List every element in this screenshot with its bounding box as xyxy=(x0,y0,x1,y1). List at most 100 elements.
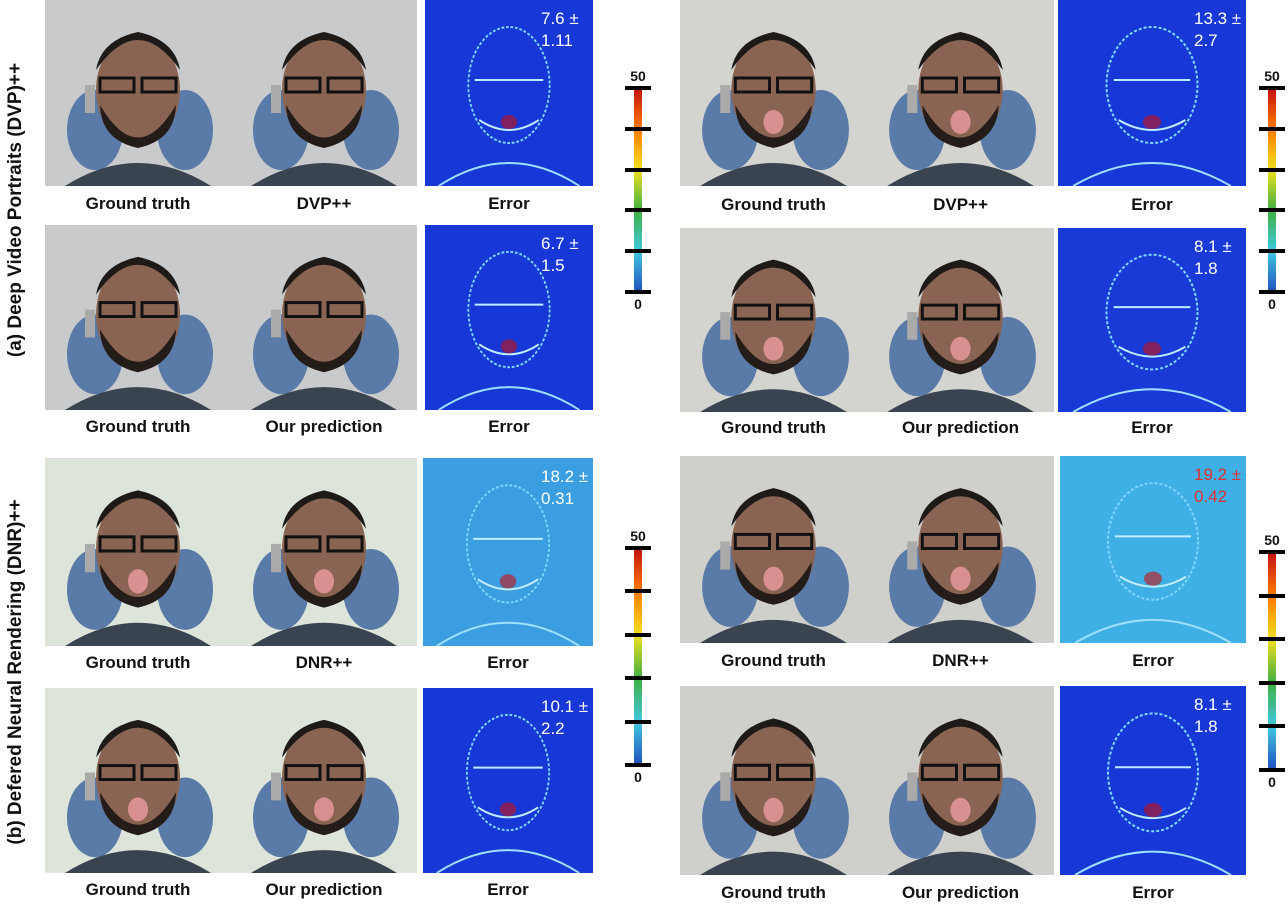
caption: Error xyxy=(488,417,530,436)
caption: Ground truth xyxy=(85,880,191,899)
caption: DNR++ xyxy=(932,651,989,670)
photo xyxy=(231,0,417,186)
photo xyxy=(45,225,231,410)
error-value: 1.8 xyxy=(1194,259,1218,278)
colorbar-tick xyxy=(625,86,651,90)
colorbar-tick xyxy=(625,719,651,724)
error-map xyxy=(423,458,593,647)
colorbar-tick xyxy=(1259,680,1285,685)
colorbar-min: 0 xyxy=(634,769,642,785)
colorbar-tick xyxy=(625,249,651,254)
photo xyxy=(680,228,867,412)
colorbar-tick xyxy=(1259,208,1285,213)
caption: Ground truth xyxy=(721,651,826,670)
error-value: 2.7 xyxy=(1194,31,1218,50)
error-value: 1.8 xyxy=(1194,717,1218,736)
error-value: 18.2 ± xyxy=(541,467,589,486)
caption: Ground truth xyxy=(721,883,826,902)
caption: Error xyxy=(1132,883,1174,902)
colorbar-max: 50 xyxy=(1264,532,1280,548)
photo xyxy=(231,688,417,873)
error-map xyxy=(425,225,593,411)
caption: Error xyxy=(487,880,529,899)
caption: Error xyxy=(488,194,530,213)
error-value: 10.1 ± xyxy=(541,697,589,716)
photo xyxy=(45,688,231,873)
colorbar xyxy=(1268,552,1276,770)
caption: Our prediction xyxy=(901,883,1020,902)
error-map xyxy=(1058,0,1246,187)
caption: Ground truth xyxy=(721,195,826,214)
error-value: 2.2 xyxy=(541,719,565,738)
error-value: 8.1 ± xyxy=(1194,695,1232,714)
colorbar-tick xyxy=(625,676,651,681)
photo xyxy=(45,458,231,646)
colorbar-tick xyxy=(1259,768,1285,772)
error-value: 0.42 xyxy=(1194,487,1228,506)
caption: Error xyxy=(1131,418,1173,437)
colorbar-max: 50 xyxy=(630,68,646,84)
colorbar-tick xyxy=(1259,637,1285,642)
caption: DNR++ xyxy=(295,653,353,672)
colorbar-max: 50 xyxy=(1264,68,1280,84)
caption: Our prediction xyxy=(265,417,383,436)
caption: Ground truth xyxy=(721,418,826,437)
colorbar-tick xyxy=(1259,724,1285,729)
error-value: 7.6 ± xyxy=(541,9,579,28)
colorbar-tick xyxy=(1259,290,1285,294)
caption: DVP++ xyxy=(296,194,352,213)
colorbar-tick xyxy=(625,290,651,294)
photo xyxy=(867,0,1054,186)
error-value: 19.2 ± xyxy=(1194,465,1242,484)
colorbar-tick xyxy=(625,126,651,131)
photo xyxy=(867,456,1054,643)
photo xyxy=(867,686,1054,875)
error-map xyxy=(1060,686,1246,876)
colorbar-tick xyxy=(1259,86,1285,90)
colorbar-min: 0 xyxy=(1268,296,1276,312)
error-value: 8.1 ± xyxy=(1194,237,1232,256)
error-value: 13.3 ± xyxy=(1194,9,1242,28)
colorbar-tick xyxy=(625,546,651,550)
colorbar xyxy=(1268,88,1276,292)
colorbar-tick xyxy=(625,167,651,172)
colorbar-tick xyxy=(625,589,651,594)
colorbar-tick xyxy=(1259,126,1285,131)
colorbar-tick xyxy=(625,208,651,213)
photo xyxy=(45,0,231,186)
section-label: (a) Deep Video Portraits (DVP)++ xyxy=(5,62,26,358)
error-map xyxy=(425,0,593,187)
error-map xyxy=(423,688,593,874)
photo xyxy=(231,225,417,410)
colorbar-min: 0 xyxy=(634,296,642,312)
photo xyxy=(680,0,867,186)
colorbar-tick xyxy=(1259,550,1285,554)
error-map xyxy=(1060,456,1246,644)
colorbar-tick xyxy=(1259,249,1285,254)
error-value: 1.5 xyxy=(541,256,565,275)
colorbar-min: 0 xyxy=(1268,774,1276,790)
caption: Error xyxy=(1132,651,1174,670)
colorbar-tick xyxy=(1259,167,1285,172)
colorbar-max: 50 xyxy=(630,528,646,544)
colorbar xyxy=(634,548,642,765)
caption: Error xyxy=(1131,195,1173,214)
colorbar xyxy=(634,88,642,292)
photo xyxy=(867,228,1054,412)
error-value: 1.11 xyxy=(541,31,573,50)
caption: Error xyxy=(487,653,529,672)
caption: Ground truth xyxy=(85,417,191,436)
caption: DVP++ xyxy=(933,195,988,214)
photo xyxy=(231,458,417,646)
caption: Our prediction xyxy=(265,880,383,899)
error-value: 6.7 ± xyxy=(541,234,579,253)
section-label: (b) Defered Neural Rendering (DNR)++ xyxy=(5,499,26,845)
caption: Our prediction xyxy=(901,418,1020,437)
colorbar-tick xyxy=(625,763,651,767)
colorbar-tick xyxy=(1259,593,1285,598)
caption: Ground truth xyxy=(85,653,191,672)
photo xyxy=(680,456,867,643)
photo xyxy=(680,686,867,875)
error-map xyxy=(1058,228,1246,413)
caption: Ground truth xyxy=(85,194,191,213)
